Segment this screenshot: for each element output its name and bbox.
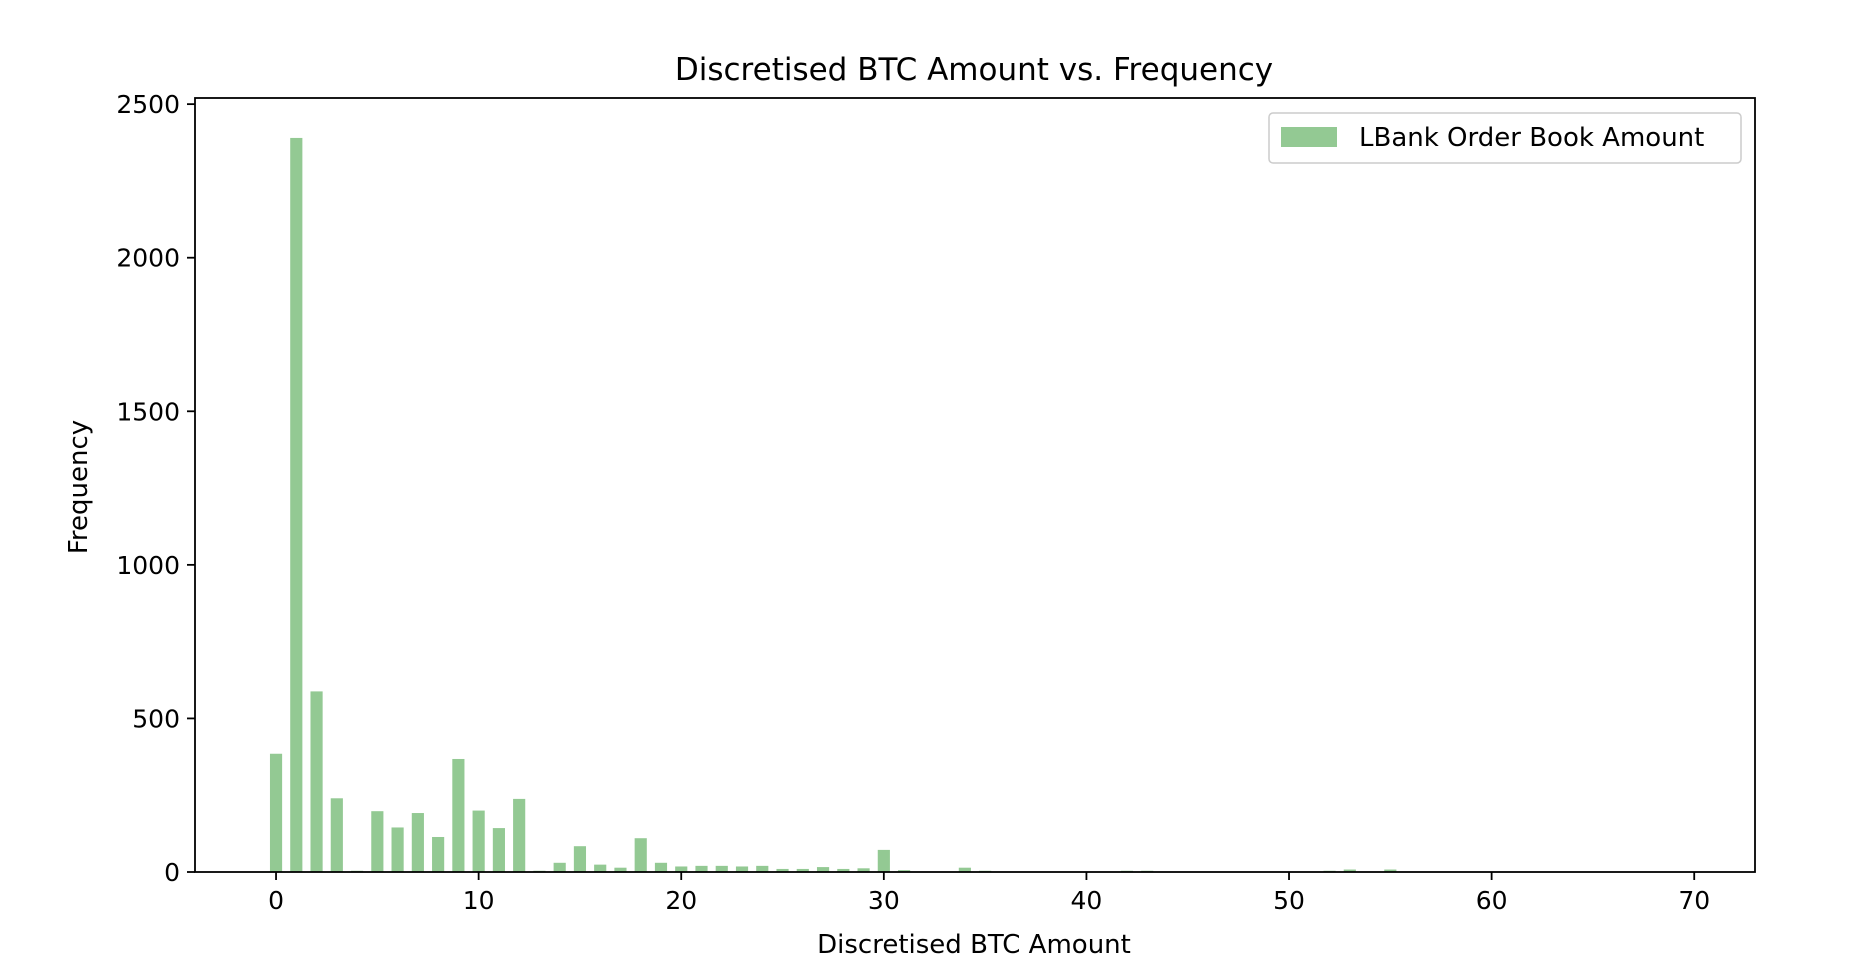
- x-tick-label: 0: [268, 886, 284, 915]
- bar: [695, 865, 708, 872]
- bar: [492, 828, 505, 872]
- bar: [513, 798, 526, 872]
- bars-layer: [269, 137, 1397, 872]
- bar: [573, 846, 587, 872]
- bar: [756, 865, 769, 872]
- bar: [654, 862, 668, 872]
- bar: [1384, 869, 1397, 872]
- x-tick-label: 30: [868, 886, 900, 915]
- y-tick-label: 0: [164, 858, 180, 887]
- x-tick-label: 50: [1273, 886, 1305, 915]
- bar: [594, 864, 607, 872]
- bar: [715, 865, 728, 872]
- x-tick-label: 40: [1071, 886, 1103, 915]
- x-tick-label: 60: [1476, 886, 1508, 915]
- bar: [411, 813, 424, 872]
- bar: [735, 866, 749, 872]
- x-tick-label: 70: [1678, 886, 1710, 915]
- bar: [634, 838, 647, 872]
- bar: [371, 811, 384, 872]
- x-tick-label: 10: [463, 886, 495, 915]
- y-tick-label: 500: [132, 704, 180, 733]
- plot-frame: [194, 97, 1756, 873]
- bar: [776, 868, 789, 872]
- legend: LBank Order Book Amount: [1268, 112, 1742, 164]
- bar: [310, 691, 323, 872]
- bar: [958, 867, 971, 872]
- legend-box: [1268, 112, 1742, 164]
- bar: [1343, 869, 1356, 872]
- y-tick-label: 1500: [116, 397, 180, 426]
- bar: [877, 849, 890, 872]
- y-tick-label: 1000: [116, 551, 180, 580]
- bar: [269, 753, 283, 872]
- bar: [796, 868, 809, 872]
- bar: [391, 827, 404, 872]
- y-tick-label: 2000: [116, 244, 180, 273]
- bar: [472, 810, 485, 872]
- bar: [898, 870, 911, 872]
- bar: [553, 862, 566, 872]
- bar: [330, 798, 343, 872]
- bar: [675, 866, 688, 872]
- bar: [816, 867, 830, 872]
- bar: [837, 868, 850, 872]
- x-tick-label: 20: [665, 886, 697, 915]
- bar: [290, 137, 303, 872]
- x-axis-label: Discretised BTC Amount: [817, 930, 1131, 960]
- bar: [614, 867, 627, 872]
- legend-label: LBank Order Book Amount: [1359, 123, 1704, 153]
- chart-title: Discretised BTC Amount vs. Frequency: [675, 52, 1273, 88]
- y-axis-label: Frequency: [64, 420, 94, 554]
- bar: [857, 868, 870, 872]
- bar: [452, 758, 465, 872]
- y-tick-label: 2500: [116, 90, 180, 119]
- y-axis-ticks: 0 500 1000 1500 2000 2500: [116, 90, 195, 887]
- legend-swatch: [1281, 127, 1337, 147]
- x-axis-ticks: 0 10 20 30 40 50 60 70: [268, 872, 1710, 915]
- bar: [432, 836, 445, 872]
